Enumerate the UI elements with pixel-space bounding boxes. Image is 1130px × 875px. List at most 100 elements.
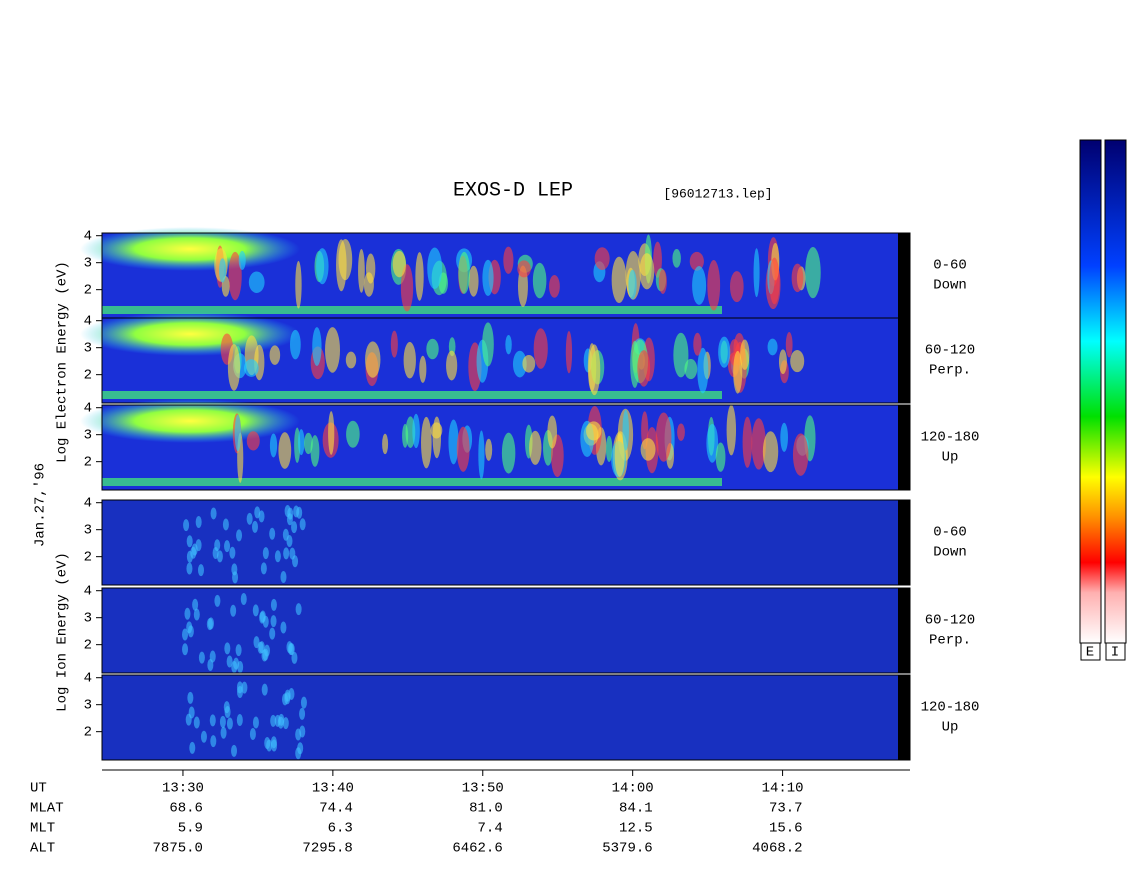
orbit-value: 7295.8 [302,841,352,857]
spectrogram-streak [187,625,194,638]
electron-axis-label: Log Electron Energy (eV) [55,261,71,463]
colorbar [1104,139,1127,644]
spectrogram-streak [588,344,601,396]
spectrogram-streak [363,272,374,297]
spectrogram-streak [238,250,246,270]
spectrogram-band [102,391,722,399]
spectrogram-streak [742,416,753,468]
spectrogram-streak [430,422,443,439]
panel-frame [101,674,911,761]
spectrogram-streak [446,350,458,381]
x-tick-label: 13:30 [162,781,204,797]
spectrogram-streak [186,562,193,575]
orbit-value: 7875.0 [153,841,203,857]
spectrogram-streak [639,253,655,290]
spectrogram-band [102,306,722,314]
y-tick-label: 2 [84,282,92,298]
spectrogram-streak [291,521,298,534]
spectrogram-streak [299,518,306,531]
spectrogram-streak [243,359,259,377]
spectrogram-streak [235,644,242,657]
spectrogram-streak [241,681,248,694]
spectrogram-streak [304,432,313,455]
spectrogram-streak [248,271,265,293]
colorbar-label: E [1086,645,1094,661]
colorbars: E I [1079,139,1127,661]
spectrogram-streak [729,271,744,303]
spectrogram-streak [594,247,610,271]
spectrogram-streak [246,431,260,451]
panel-label: 0-60 [933,258,967,274]
spectrogram-streak [421,416,432,469]
orbit-value: 84.1 [619,801,653,817]
spectrogram-streak [189,741,196,754]
spectrogram-streak [718,336,731,368]
spectrogram-streak [522,354,536,373]
spectrogram-streak [289,329,301,360]
orbit-value: 5.9 [178,821,203,837]
spectrogram-streak [785,331,793,358]
panel-label: Up [942,450,959,466]
spectrogram-streak [224,540,231,553]
spectrogram-streak [283,547,290,560]
spectrogram-edge [898,233,910,318]
panel-label: 60-120 [925,343,975,359]
spectrogram-background [102,500,898,585]
spectrogram-streak [260,562,267,575]
spectrogram-streak [230,604,237,617]
spectrogram-streak [226,655,233,668]
spectrogram-streak [288,687,295,700]
spectrogram-streak [237,660,244,673]
spectrogram-streak [271,739,278,752]
y-tick-label: 3 [84,522,92,538]
panel-frame [101,317,911,404]
spectrogram-streak [299,725,306,738]
spectrogram-streak [336,239,347,292]
spectrogram-streak [240,592,247,605]
spectrogram-streak [254,506,261,519]
panel-label: 120-180 [921,700,980,716]
orbit-row-name: ALT [30,841,55,857]
orbit-row-name: MLT [30,821,55,837]
spectrogram-streak [767,338,778,356]
spectrogram-streak [328,411,335,455]
spectrogram-streak [622,409,629,451]
spectrogram-streak [792,433,809,476]
spectrogram-streak [427,247,443,290]
x-tick-label: 13:50 [462,781,504,797]
spectrogram-streak [200,730,207,743]
spectrogram-streak [358,248,365,293]
spectrogram-streak [300,696,307,709]
spectrogram-streak [790,350,805,373]
spectrogram-streak [195,539,202,552]
spectrogram-streak [236,529,243,542]
spectrogram-streak [210,507,217,520]
y-tick-label: 4 [84,228,92,244]
spectrogram-streak [262,648,269,661]
spectrogram-streak [184,607,191,620]
spectrogram-streak [791,263,804,293]
spectrogram-streak [214,539,221,552]
orbit-value: 81.0 [469,801,503,817]
y-tick-label: 3 [84,610,92,626]
spectrogram-streak [630,340,640,388]
y-tick-label: 2 [84,454,92,470]
x-tick-label: 14:00 [612,781,654,797]
spectrogram-streak [345,351,357,369]
spectrogram-edge [898,500,910,585]
spectrogram-streak [706,423,719,463]
spectrogram-blob [80,227,300,271]
spectrogram-streak [640,438,656,461]
orbit-value: 73.7 [769,801,803,817]
spectrogram-streak [219,715,226,728]
spectrogram-streak [614,433,625,477]
spectrogram-streak [227,343,241,391]
spectrogram-streak [193,608,200,621]
y-tick-label: 3 [84,340,92,356]
spectrogram-streak [286,513,293,526]
y-tick-label: 2 [84,637,92,653]
spectrogram-streak [485,438,493,461]
panel-frame [101,587,911,674]
spectrogram-streak [262,547,269,560]
